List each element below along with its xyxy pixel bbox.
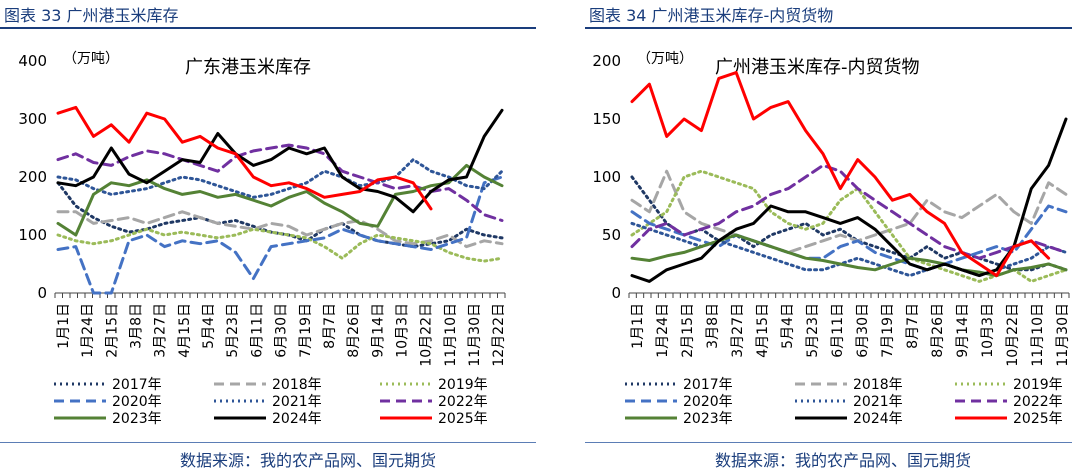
chart-panel-left: 图表 33 广州港玉米库存 0 100 200 300 400 （万吨） 广东港玉米库存 1月…: [0, 6, 536, 470]
footer-rule: [585, 442, 1072, 443]
x-tick-label: 1月1日: [56, 303, 72, 349]
x-tick-label: 11月10日: [1030, 303, 1046, 367]
legend-label: 2018年: [853, 377, 903, 393]
x-tick-label: 2月15日: [680, 303, 696, 358]
x-tick-label: 11月30日: [1055, 303, 1071, 367]
legend-label: 2025年: [438, 411, 488, 427]
x-tick-label: 3月27日: [730, 303, 746, 358]
y-unit-label: （万吨）: [637, 51, 693, 67]
series-line-2019: [56, 227, 504, 263]
series-line-2019: [630, 169, 1068, 283]
x-tick-label: 3月8日: [705, 303, 721, 349]
legend-label: 2019年: [438, 377, 488, 393]
y-tick-label: 0: [37, 284, 47, 302]
legend-label: 2018年: [272, 377, 322, 393]
x-tick-label: 5月23日: [805, 303, 821, 358]
x-tick-label: 7月19日: [298, 303, 314, 358]
x-tick-label: 1月24日: [80, 303, 96, 358]
x-tick-label: 10月22日: [1005, 303, 1021, 367]
figure-title: 图表 34 广州港玉米库存-内贸货物: [589, 6, 834, 25]
y-unit-label: （万吨）: [63, 51, 119, 67]
x-tick-label: 7月19日: [880, 303, 896, 358]
legend-label: 2020年: [112, 394, 162, 410]
series-line-2025: [56, 105, 433, 211]
legend-label: 2021年: [853, 394, 903, 410]
legend-label: 2024年: [853, 411, 903, 427]
x-tick-label: 12月22日: [491, 303, 507, 367]
chart-guangdong-port-corn-stock: 0 100 200 300 400 （万吨） 广东港玉米库存 1月1日 1月24日 2月15日 3月…: [18, 51, 507, 427]
x-tick-label: 5月4日: [201, 303, 217, 349]
x-tick-label: 10月3日: [394, 303, 410, 358]
x-tick-label: 1月24日: [655, 303, 671, 358]
series-line-2022: [56, 143, 504, 222]
legend-label: 2021年: [272, 394, 322, 410]
legend-label: 2023年: [112, 411, 162, 427]
series-line-2024: [56, 108, 504, 214]
x-tick-label: 5月4日: [780, 303, 796, 349]
legend-label: 2024年: [272, 411, 322, 427]
chart-inner-title: 广东港玉米库存: [185, 57, 311, 78]
series-line-2018: [56, 210, 504, 249]
legend-label: 2017年: [112, 377, 162, 393]
x-tick-label: 5月23日: [225, 303, 241, 358]
y-tick-label: 200: [592, 52, 621, 70]
legend-label: 2022年: [1013, 394, 1063, 410]
x-tick-label: 9月14日: [370, 303, 386, 358]
title-rule: [0, 27, 536, 29]
x-tick-label: 6月30日: [855, 303, 871, 358]
series-line-2017: [630, 175, 1068, 272]
series-line-2023: [56, 163, 504, 237]
x-tick-label: 8月26日: [346, 303, 362, 358]
x-tick-label: 11月30日: [467, 303, 483, 367]
x-tick-label: 2月15日: [104, 303, 120, 358]
x-tick-label: 10月3日: [980, 303, 996, 358]
legend-label: 2019年: [1013, 377, 1063, 393]
legend-label: 2023年: [683, 411, 733, 427]
series-line-2018: [630, 169, 1068, 254]
figure-title: 图表 33 广州港玉米库存: [4, 6, 179, 25]
x-tick-label: 6月11日: [249, 303, 265, 358]
series-line-2022: [630, 163, 1068, 260]
chart-guangzhou-port-domestic-stock: 0 50 100 150 200 （万吨） 广州港玉米库存-内贸货物 1月1日 1月24日 2月1…: [592, 51, 1071, 427]
x-tick-label: 3月27日: [153, 303, 169, 358]
x-tick-label: 4月15日: [755, 303, 771, 358]
x-tick-label: 8月7日: [322, 303, 338, 349]
title-rule: [585, 27, 1072, 29]
y-tick-label: 400: [18, 52, 47, 70]
x-tick-label: 3月8日: [129, 303, 145, 349]
x-tick-label: 11月10日: [443, 303, 459, 367]
x-tick-label: 6月11日: [830, 303, 846, 358]
legend-label: 2025年: [1013, 411, 1063, 427]
series-line-2020: [630, 204, 1068, 272]
legend-label: 2022年: [438, 394, 488, 410]
source-note: 数据来源：我的农产品网、国元期货: [715, 451, 972, 470]
y-tick-label: 0: [611, 284, 621, 302]
y-tick-label: 100: [592, 168, 621, 186]
footer-rule: [0, 442, 536, 443]
x-tick-label: 8月26日: [930, 303, 946, 358]
chart-panel-right: 图表 34 广州港玉米库存-内贸货物 0 50 100 150 200 （万吨） 广州港玉米…: [585, 0, 1072, 475]
x-tick-label: 1月1日: [630, 303, 646, 349]
y-tick-label: 300: [18, 110, 47, 128]
y-tick-label: 200: [18, 168, 47, 186]
x-tick-label: 9月14日: [955, 303, 971, 358]
chart-inner-title: 广州港玉米库存-内贸货物: [715, 57, 920, 78]
source-note: 数据来源：我的农产品网、国元期货: [180, 451, 437, 470]
series-line-2021: [56, 158, 504, 199]
y-tick-label: 50: [602, 226, 621, 244]
series-line-2025: [630, 71, 1051, 278]
x-tick-label: 8月7日: [905, 303, 921, 349]
x-tick-label: 10月22日: [419, 303, 435, 367]
legend-label: 2020年: [683, 394, 733, 410]
legend-label: 2017年: [683, 377, 733, 393]
series-line-2024: [630, 117, 1068, 283]
y-tick-label: 150: [592, 110, 621, 128]
x-tick-label: 4月15日: [177, 303, 193, 358]
x-tick-label: 6月30日: [274, 303, 290, 358]
series-line-2020: [56, 175, 504, 295]
y-tick-label: 100: [18, 226, 47, 244]
